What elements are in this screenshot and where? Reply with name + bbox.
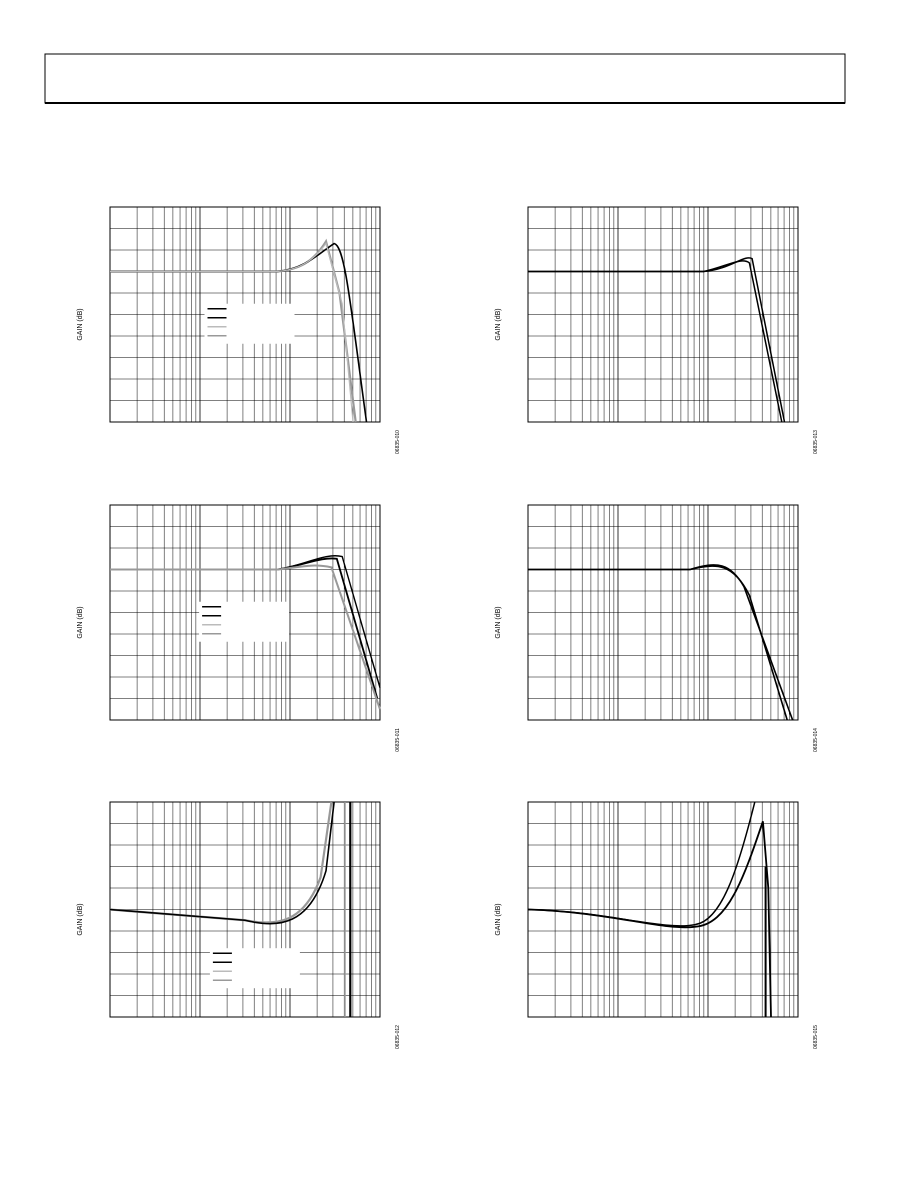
curves <box>110 241 367 422</box>
figure-id: 06835-015 <box>813 1025 819 1049</box>
curve <box>528 258 785 422</box>
plot: GAIN (dB) 06835-010 <box>77 206 401 454</box>
curves <box>528 802 771 1017</box>
legend-box <box>204 303 295 344</box>
y-axis-label: GAIN (dB) <box>495 308 502 340</box>
curve <box>110 244 353 422</box>
plot: GAIN (dB) 06835-015 <box>495 801 819 1049</box>
curve <box>528 821 771 1017</box>
header-box <box>44 53 846 104</box>
curve <box>528 802 755 926</box>
figure-id: 06835-012 <box>395 1025 401 1049</box>
plot: GAIN (dB) 06835-011 <box>77 504 401 752</box>
plot: GAIN (dB) 06835-014 <box>495 504 819 752</box>
curve <box>110 566 380 710</box>
y-axis-label: GAIN (dB) <box>495 606 502 638</box>
curve <box>528 261 782 422</box>
figure-id: 06835-010 <box>395 430 401 454</box>
figure-id: 06835-014 <box>813 728 819 752</box>
curves <box>528 258 785 422</box>
curve <box>110 802 331 923</box>
figure-id: 06835-013 <box>813 430 819 454</box>
y-axis-label: GAIN (dB) <box>77 606 84 638</box>
legend-box <box>209 948 300 989</box>
curve <box>110 802 334 924</box>
plot: GAIN (dB) 06835-013 <box>495 206 819 454</box>
figure-id: 06835-011 <box>395 728 401 752</box>
legend-box <box>199 601 290 642</box>
y-axis-label: GAIN (dB) <box>77 308 84 340</box>
plot: GAIN (dB) 06835-012 <box>77 801 401 1049</box>
y-axis-label: GAIN (dB) <box>495 903 502 935</box>
curves <box>110 802 350 1017</box>
curve <box>528 566 787 720</box>
curve <box>528 565 793 720</box>
y-axis-label: GAIN (dB) <box>77 903 84 935</box>
curves <box>528 565 793 720</box>
curves <box>110 556 380 710</box>
